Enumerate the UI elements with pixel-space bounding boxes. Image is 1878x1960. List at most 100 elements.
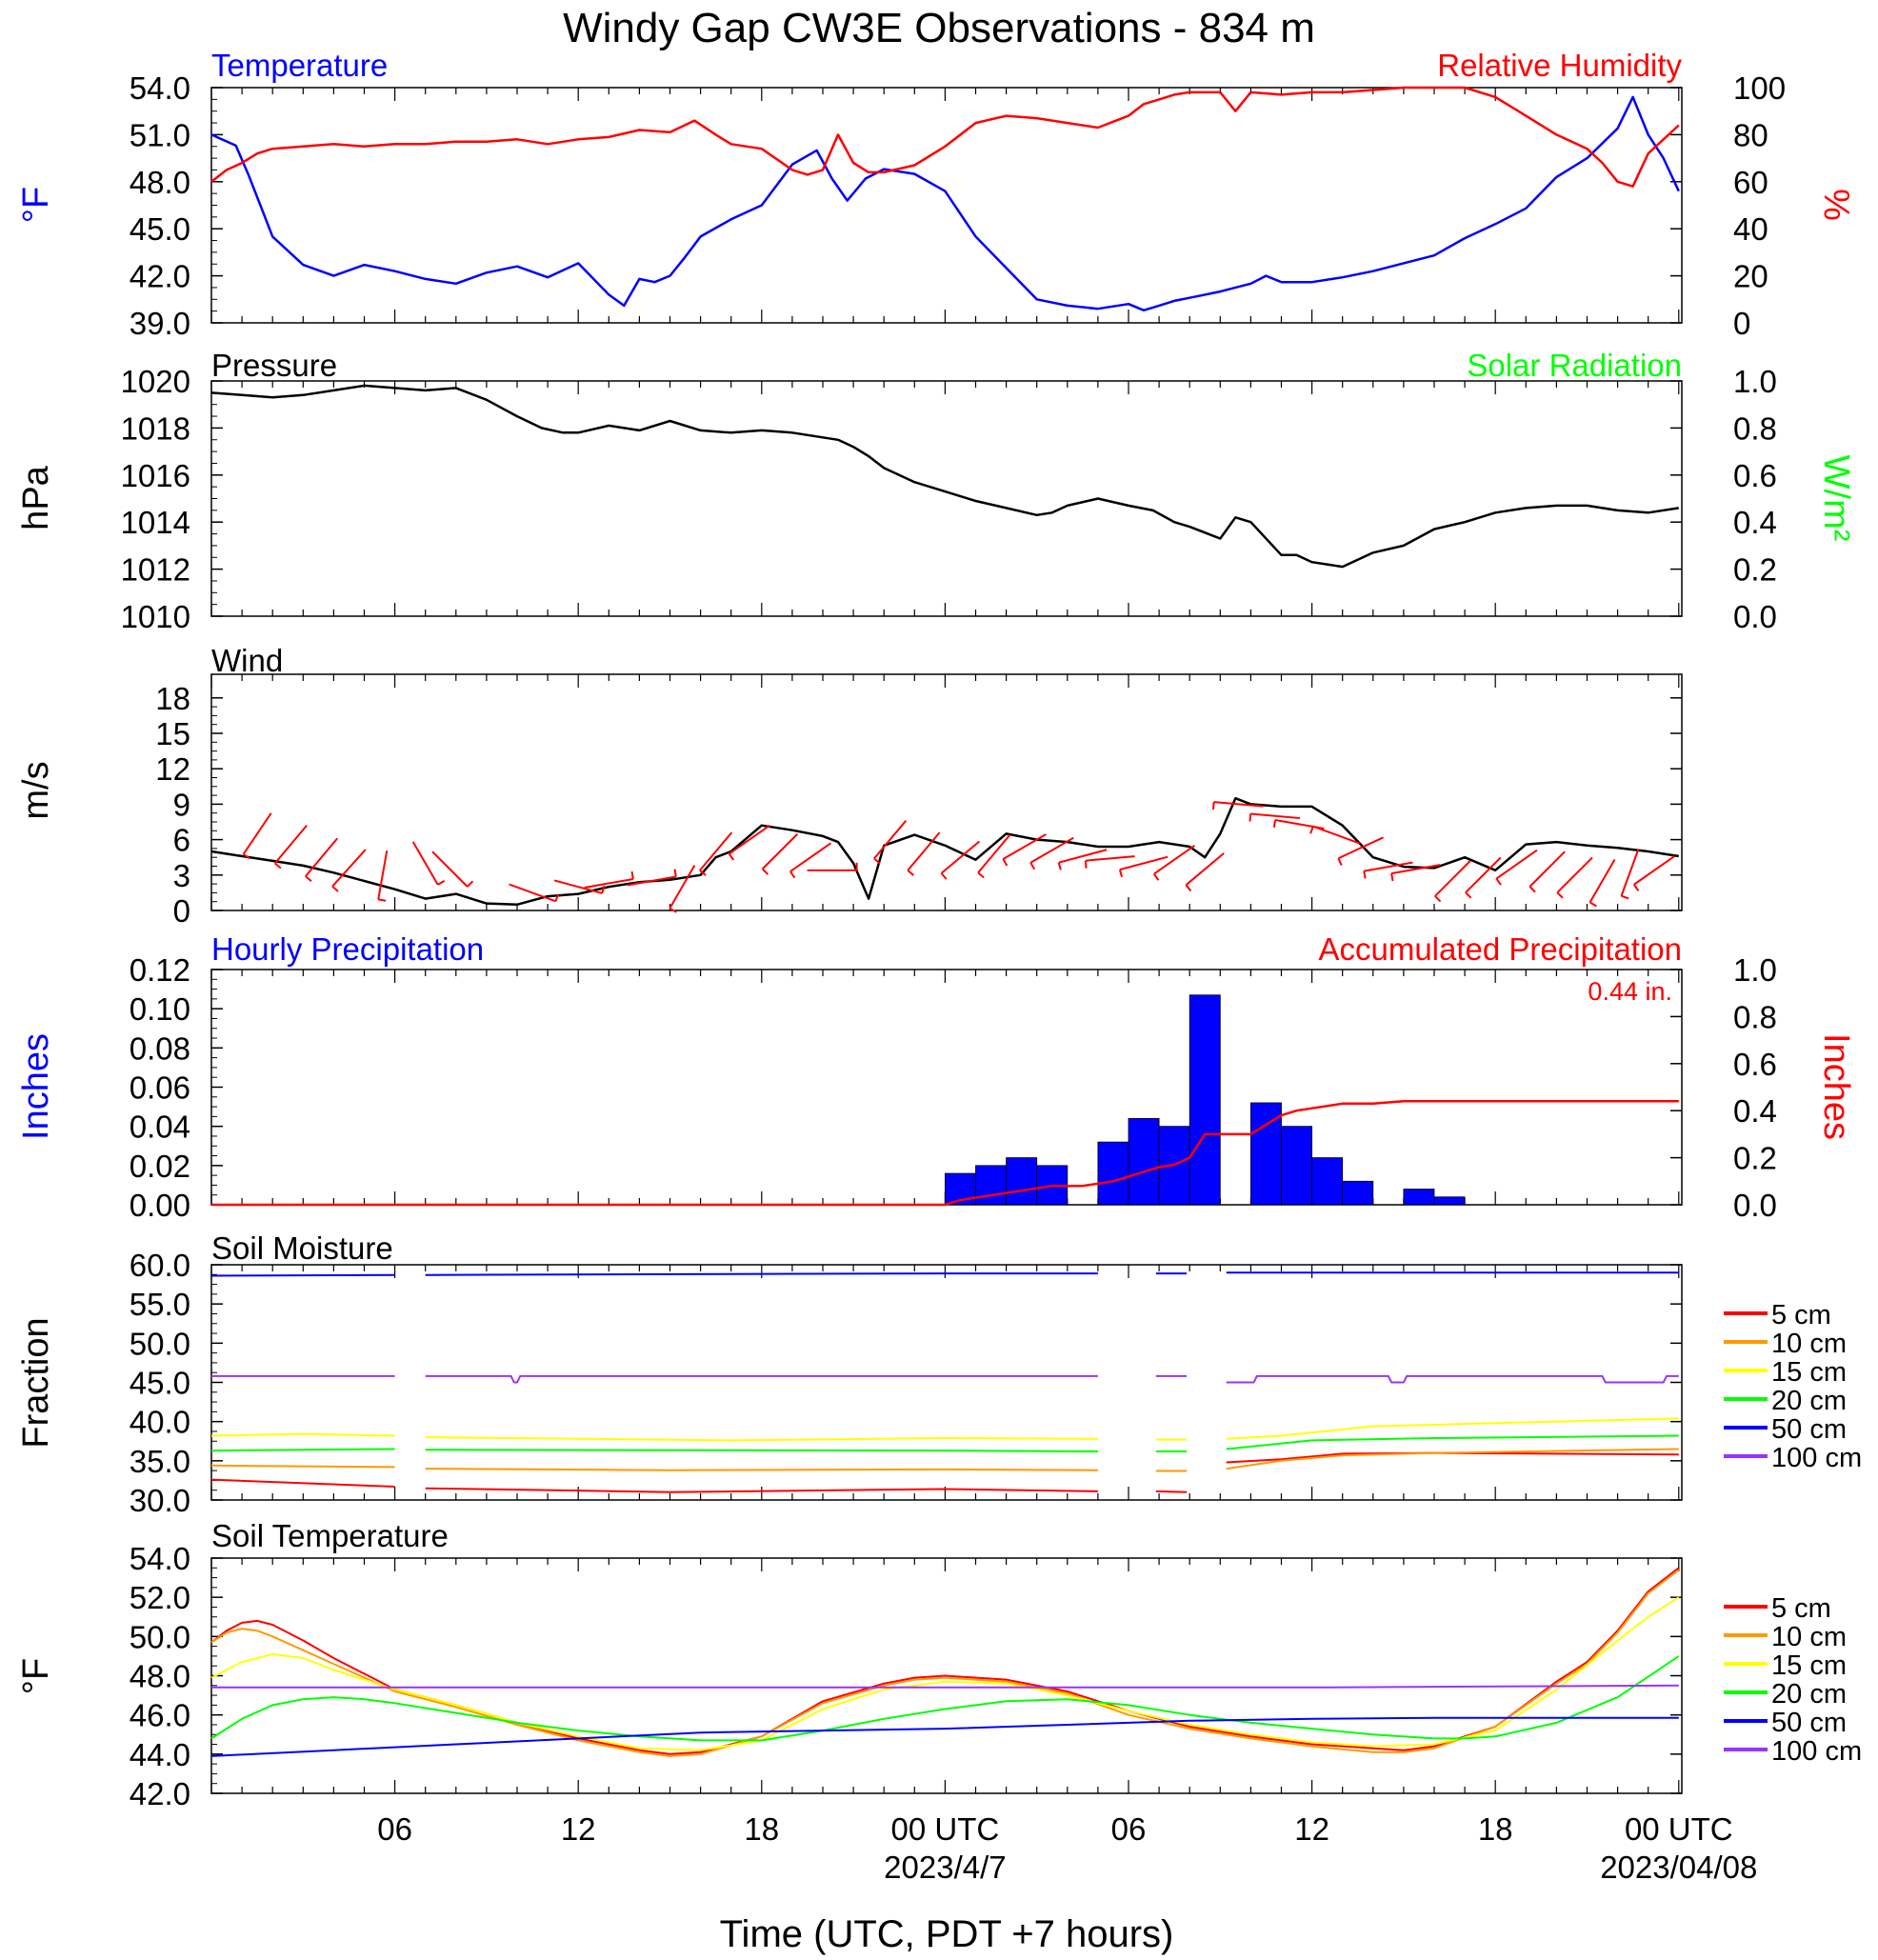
wind-barb-staff xyxy=(940,840,981,874)
wind-barb xyxy=(1556,856,1593,899)
left-axis-unit: Fraction xyxy=(16,1317,56,1448)
wind-barb xyxy=(1588,858,1616,908)
y-tick-label: 35.0 xyxy=(130,1444,190,1479)
wind-barb-flag xyxy=(1621,894,1629,900)
series-line xyxy=(425,1436,1098,1442)
wind-barb xyxy=(1309,825,1361,845)
series-line xyxy=(1226,1448,1679,1470)
wind-barb xyxy=(1002,833,1047,867)
wind-barb-flag xyxy=(1185,884,1192,892)
wind-barb xyxy=(1118,855,1169,878)
wind-barb xyxy=(1434,860,1471,903)
wind-barb-flag xyxy=(1390,872,1394,882)
wind-barb-staff xyxy=(729,824,770,855)
y2-tick-label: 1.0 xyxy=(1733,952,1777,988)
wind-barb-flag xyxy=(630,870,634,880)
wind-barb xyxy=(1363,861,1413,879)
wind-barb xyxy=(761,832,799,875)
wind-barb xyxy=(1084,855,1135,869)
y-tick-label: 18 xyxy=(155,681,190,716)
y-tick-label: 55.0 xyxy=(130,1287,190,1322)
wind-barb xyxy=(699,831,733,876)
y-tick-label: 42.0 xyxy=(130,1776,190,1811)
series-line xyxy=(425,1487,1098,1493)
wind-barb-flag xyxy=(305,875,312,883)
y-tick-label: 44.0 xyxy=(130,1737,190,1772)
series-line xyxy=(210,86,1680,188)
wind-barb-flag xyxy=(728,852,735,861)
x-tick-label: 00 UTC xyxy=(1625,1811,1733,1847)
series-line xyxy=(210,1432,395,1437)
wind-barb-staff xyxy=(1620,849,1640,897)
x-tick-label: 06 xyxy=(377,1811,412,1847)
y-tick-label: 1020 xyxy=(121,364,190,399)
y-tick-label: 9 xyxy=(173,787,190,822)
series-line xyxy=(425,1449,1098,1452)
wind-barb xyxy=(377,850,389,902)
series-line xyxy=(211,1684,1679,1689)
series-line xyxy=(210,1596,1680,1751)
y-tick-label: 50.0 xyxy=(130,1619,190,1654)
wind-barb xyxy=(1185,852,1225,892)
series-line xyxy=(210,1464,395,1469)
legend-label: 50 cm xyxy=(1771,1708,1847,1738)
wind-barb-flag xyxy=(1528,886,1536,893)
soil-moisture-panel: Soil Moisture Fraction 5 cm 10 cm 15 cm … xyxy=(16,1230,1862,1518)
y-tick-label: 52.0 xyxy=(130,1580,190,1615)
legend-label: 5 cm xyxy=(1771,1593,1831,1624)
legend-label: 100 cm xyxy=(1771,1443,1862,1473)
y2-tick-label: 0.0 xyxy=(1733,599,1777,634)
wind-barb-staff xyxy=(1364,861,1413,872)
wind-barb xyxy=(977,833,1011,879)
y-tick-label: 42.0 xyxy=(130,259,190,294)
right-axis-unit: % xyxy=(1816,189,1856,221)
wind-barb-staff xyxy=(509,883,556,903)
precip-bar xyxy=(1311,1157,1344,1206)
wind-barb xyxy=(1528,850,1566,893)
wind-barb-staff xyxy=(1029,836,1074,864)
y-tick-label: 0.08 xyxy=(130,1030,190,1066)
wind-barb-flag xyxy=(1029,862,1036,870)
y-tick-label: 15 xyxy=(155,716,190,751)
wind-barb-flag xyxy=(1309,826,1314,834)
y-tick-label: 0.10 xyxy=(130,991,190,1027)
chart-title: Windy Gap CW3E Observations - 834 m xyxy=(563,5,1315,51)
right-axis-unit: W/m² xyxy=(1816,455,1856,542)
wind-barb xyxy=(553,879,606,894)
panel-left-title: Wind xyxy=(211,643,283,678)
y-tick-label: 1012 xyxy=(121,552,190,588)
panel-frame xyxy=(210,673,1683,911)
wind-barb-flag xyxy=(1057,862,1062,870)
series-line xyxy=(210,1655,1680,1742)
panel-frame xyxy=(210,87,1683,324)
legend-label: 20 cm xyxy=(1771,1386,1847,1416)
wind-barb-flag xyxy=(789,870,796,879)
wind-barb-staff xyxy=(411,841,439,886)
precip-bar xyxy=(1097,1141,1129,1206)
wind-barb-staff xyxy=(305,837,339,877)
x-tick-label: 18 xyxy=(1478,1811,1513,1847)
wind-barb xyxy=(242,812,272,860)
y2-tick-label: 0.8 xyxy=(1733,999,1777,1034)
wind-barb-flag xyxy=(378,898,387,902)
wind-barb-staff xyxy=(1588,858,1616,904)
y-tick-label: 1018 xyxy=(121,410,190,446)
wind-barb-staff xyxy=(273,825,308,865)
y-tick-label: 0.02 xyxy=(130,1149,190,1184)
y-tick-label: 40.0 xyxy=(130,1405,190,1440)
precip-bar xyxy=(975,1165,1007,1206)
y2-tick-label: 0.4 xyxy=(1733,1093,1777,1129)
wind-barb-staff xyxy=(1058,849,1108,864)
series-line xyxy=(1226,1434,1679,1450)
series-line xyxy=(425,1272,1098,1276)
y-tick-label: 39.0 xyxy=(130,306,190,341)
panel-frame xyxy=(210,1264,1683,1501)
wind-barb-staff xyxy=(1085,855,1135,862)
series-line xyxy=(210,384,1679,569)
y2-tick-label: 40 xyxy=(1733,211,1768,247)
legend-label: 10 cm xyxy=(1771,1329,1847,1359)
wind-barb xyxy=(1632,855,1675,891)
wind-barb-flag xyxy=(1434,895,1442,903)
